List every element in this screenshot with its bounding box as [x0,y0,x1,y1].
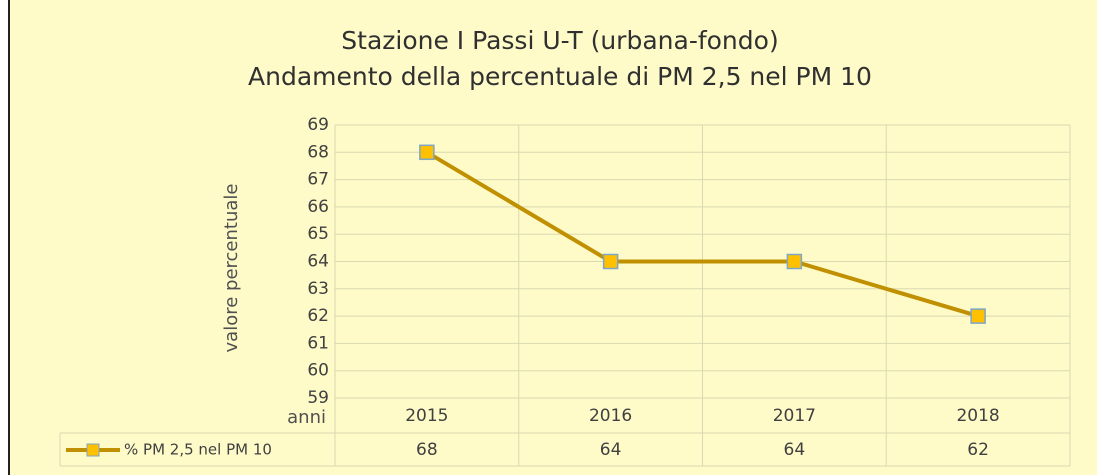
data-table-value: 68 [416,440,438,460]
x-tick-label: 2016 [589,406,632,426]
y-tick-label: 59 [307,388,329,408]
legend-marker [86,443,100,457]
y-tick-label: 65 [307,224,329,244]
y-tick-label: 60 [307,361,329,381]
y-tick-label: 61 [307,333,329,353]
y-tick-label: 67 [307,170,329,190]
x-tick-label: 2018 [956,406,999,426]
y-axis-label: valore percentuale [221,184,242,353]
marker [970,308,986,324]
series-line [425,150,979,319]
chart-background [10,0,1097,475]
data-table-value: 64 [784,440,806,460]
y-tick-label: 68 [307,142,329,162]
data-table-value: 62 [967,440,989,460]
chart-title: Stazione I Passi U-T (urbana-fondo) [341,26,778,55]
x-axis-label: anni [287,407,326,428]
marker [602,253,619,270]
marker [419,144,435,161]
y-tick-label: 66 [307,197,329,217]
legend-label: % PM 2,5 nel PM 10 [124,441,272,459]
y-tick-label: 64 [307,252,329,272]
marker [786,253,803,270]
y-tick-label: 62 [307,306,329,326]
data-table-value: 64 [600,440,622,460]
y-tick-label: 69 [307,115,329,135]
x-tick-label: 2015 [405,406,448,426]
chart-subtitle: Andamento della percentuale di PM 2,5 ne… [248,62,872,91]
x-tick-label: 2017 [773,406,816,426]
y-tick-label: 63 [307,279,329,299]
